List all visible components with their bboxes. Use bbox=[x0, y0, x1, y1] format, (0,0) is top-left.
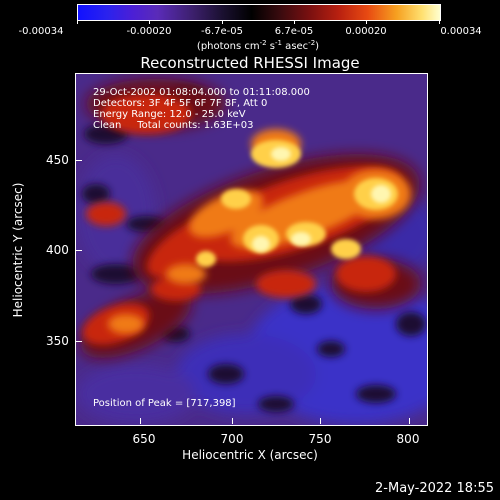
x-tick-label: 800 bbox=[396, 432, 420, 446]
colorbar-units-part: s bbox=[266, 41, 276, 52]
x-tick-mark bbox=[140, 418, 141, 424]
footer-timestamp: 2-May-2022 18:55 bbox=[375, 481, 494, 496]
colorbar-tick-label: -0.00020 bbox=[126, 26, 172, 37]
peak-position: Position of Peak = [717,398] bbox=[93, 398, 236, 409]
colorbar-tick bbox=[77, 20, 78, 24]
colorbar-tick bbox=[149, 20, 150, 24]
x-tick-mark bbox=[232, 418, 233, 424]
colorbar-units-exponent: -1 bbox=[275, 39, 283, 47]
y-tick-label: 350 bbox=[46, 334, 69, 348]
colorbar-tick bbox=[439, 20, 440, 24]
info-detectors: Detectors: 3F 4F 5F 6F 7F 8F, Att 0 bbox=[93, 98, 268, 109]
colorbar-tick bbox=[366, 20, 367, 24]
x-tick-label: 650 bbox=[132, 432, 156, 446]
y-tick-label: 400 bbox=[46, 243, 69, 257]
colorbar-tick-label: 0.00034 bbox=[440, 26, 482, 37]
y-tick-mark bbox=[76, 160, 82, 161]
y-tick-mark bbox=[76, 250, 82, 251]
colorbar-tick-label: 0.00020 bbox=[345, 26, 387, 37]
y-axis-title: Heliocentric Y (arcsec) bbox=[11, 182, 25, 318]
info-energy-range: Energy Range: 12.0 - 25.0 keV bbox=[93, 109, 246, 120]
colorbar-units-part: asec bbox=[282, 41, 309, 52]
colorbar-units-part: (photons cm bbox=[196, 41, 260, 52]
x-tick-mark bbox=[409, 418, 410, 424]
colorbar-units-exponent: -2 bbox=[308, 39, 316, 47]
colorbar-units-exponent: -2 bbox=[259, 39, 267, 47]
colorbar bbox=[77, 4, 441, 21]
colorbar-tick-label: -0.00034 bbox=[18, 26, 64, 37]
colorbar-tick-label: 6.7e-05 bbox=[274, 26, 314, 37]
colorbar-tick-label: -6.7e-05 bbox=[201, 26, 243, 37]
rhessi-image-raster bbox=[76, 74, 427, 425]
x-axis-title: Heliocentric X (arcsec) bbox=[182, 448, 318, 462]
info-time-range: 29-Oct-2002 01:08:04.000 to 01:11:08.000 bbox=[93, 87, 310, 98]
colorbar-units-part: ) bbox=[315, 41, 320, 52]
x-tick-mark bbox=[320, 418, 321, 424]
image-title: Reconstructed RHESSI Image bbox=[140, 54, 360, 72]
colorbar-tick bbox=[222, 20, 223, 24]
observation-info: 29-Oct-2002 01:08:04.000 to 01:11:08.000… bbox=[93, 87, 310, 131]
x-tick-label: 750 bbox=[308, 432, 332, 446]
rhessi-image bbox=[75, 73, 428, 426]
y-tick-mark bbox=[76, 341, 82, 342]
colorbar-units: (photons cm-2 s-1 asec-2) bbox=[197, 39, 319, 52]
colorbar-tick bbox=[294, 20, 295, 24]
y-tick-label: 450 bbox=[46, 153, 69, 167]
x-tick-label: 700 bbox=[220, 432, 244, 446]
info-counts: Clean Total counts: 1.63E+03 bbox=[93, 120, 254, 131]
